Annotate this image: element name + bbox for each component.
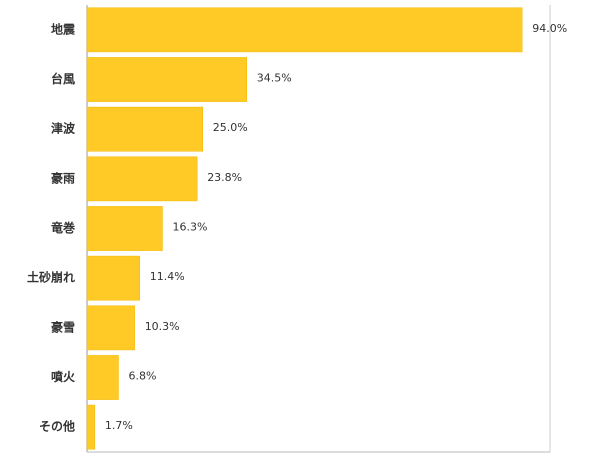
bar	[86, 106, 203, 152]
value-label: 94.0%	[532, 22, 567, 35]
bar	[86, 7, 523, 53]
category-label: 台風	[51, 71, 75, 86]
category-label: 津波	[51, 121, 76, 136]
category-label: 土砂崩れ	[27, 270, 75, 285]
value-label: 34.5%	[257, 72, 292, 85]
value-label: 23.8%	[207, 171, 242, 184]
bar	[86, 305, 135, 351]
category-label: 地震	[51, 21, 76, 36]
value-label: 25.0%	[213, 121, 248, 134]
value-label: 1.7%	[105, 419, 133, 432]
bar	[86, 206, 163, 251]
bar	[86, 57, 247, 102]
value-label: 16.3%	[172, 221, 207, 234]
category-label: 噴火	[51, 369, 76, 384]
value-label: 11.4%	[150, 270, 185, 283]
bar	[86, 156, 198, 202]
bar	[86, 355, 119, 400]
category-label: 豪雨	[51, 170, 75, 185]
bar	[86, 404, 96, 450]
bar	[86, 255, 141, 301]
value-label: 6.8%	[128, 370, 156, 383]
value-label: 10.3%	[145, 320, 180, 333]
category-label: その他	[39, 419, 75, 434]
category-label: 竜巻	[51, 220, 76, 235]
category-label: 豪雪	[51, 319, 75, 334]
